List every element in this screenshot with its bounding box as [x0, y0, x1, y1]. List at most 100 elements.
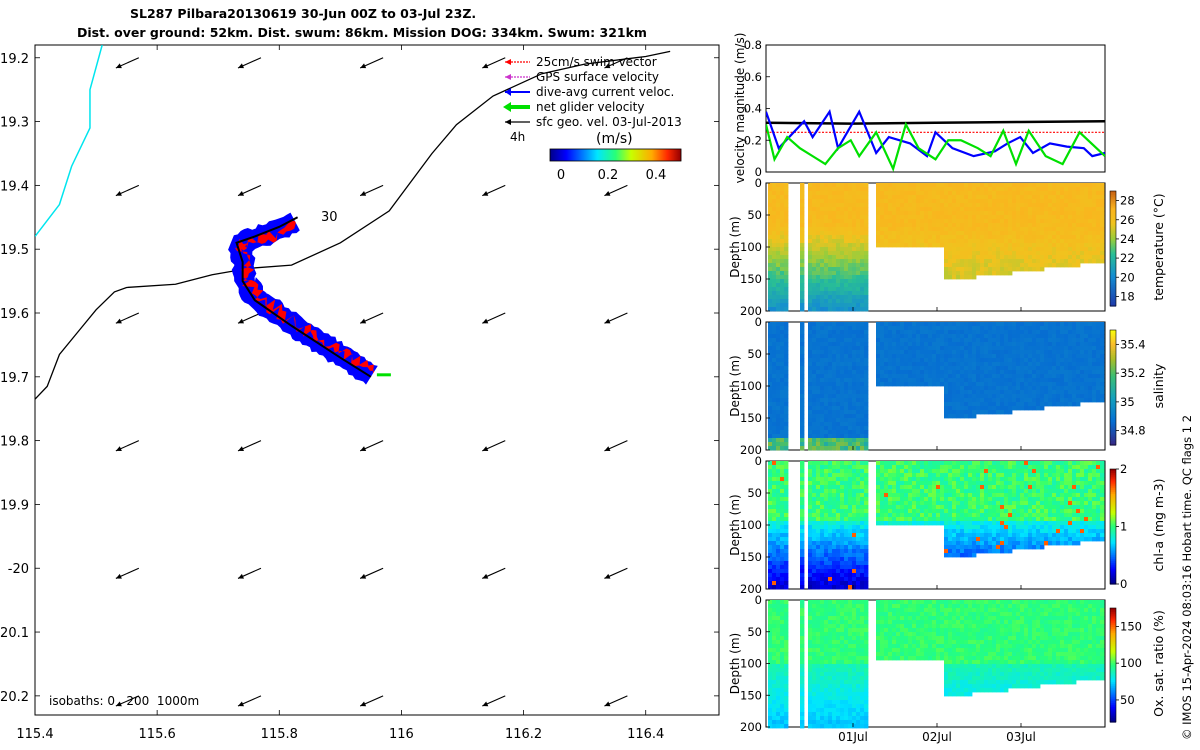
velocity-y-tick-label: 0 — [755, 165, 762, 179]
velocity-series-3 — [766, 121, 1105, 172]
depth-tick-label: 200 — [740, 443, 762, 457]
map-y-tick-label: 19.5 — [0, 243, 29, 258]
oxygen-cbar-tick-label: 150 — [1120, 619, 1142, 633]
chla-cbar-tick-label: 1 — [1120, 520, 1127, 534]
map-y-tick-label: 19.9 — [0, 498, 29, 513]
velocity-ylabel: velocity magnitude (m/s) — [733, 33, 747, 184]
salinity-cbar-tick-label: 35 — [1120, 395, 1135, 409]
legend-sfc: sfc geo. vel. 03-Jul-2013 — [536, 115, 682, 129]
current-arrow-head — [604, 63, 611, 69]
map-x-tick-label: 115.6 — [139, 727, 176, 742]
trajectory-map: 115.4 115.6 115.8 116 116.2 116.4 19.219.319.… — [0, 44, 720, 742]
depth-tick-label: 0 — [755, 454, 762, 468]
current-arrow-head — [604, 573, 611, 579]
current-arrow-head — [482, 446, 489, 452]
legend-swim: 25cm/s swim vector — [536, 55, 657, 69]
depth-tick-label: 150 — [740, 550, 762, 564]
chla-cbar-tick-label: 0 — [1120, 577, 1127, 591]
current-arrow-head — [238, 318, 245, 324]
map-y-tick-label: 19.4 — [0, 179, 29, 194]
depth-tick-label: 0 — [755, 593, 762, 607]
map-legend: 25cm/s swim vector GPS surface velocity … — [503, 55, 682, 183]
current-arrow-head — [604, 191, 611, 196]
current-arrow-head — [238, 191, 245, 196]
date-tick-03jul: 03Jul — [1006, 730, 1036, 744]
colorbar-unit: (m/s) — [596, 131, 633, 147]
current-arrow-head — [238, 573, 245, 579]
salinity-section: 0 50 100 150 200 Depth (m) 35.4 35.2 35 34.8 salin… — [728, 315, 1166, 457]
map-x-tick-label: 116.2 — [505, 727, 542, 742]
current-arrow-head — [115, 63, 122, 69]
oxygen-cbar-label: Ox. sat. ratio (%) — [1151, 610, 1166, 717]
temperature-cbar-tick-label: 28 — [1120, 194, 1135, 208]
salinity-cbar-label: salinity — [1151, 363, 1166, 408]
dive-avg-swath — [228, 212, 378, 385]
track-line — [235, 216, 372, 378]
date-tick-02jul: 02Jul — [922, 730, 952, 744]
current-arrow-head — [360, 191, 367, 196]
depth-tick-label: 100 — [740, 657, 762, 671]
map-x-tick-label: 115.8 — [261, 727, 298, 742]
temperature-cbar-label: temperature (°C) — [1151, 193, 1166, 300]
oxygen-ylabel: Depth (m) — [728, 633, 742, 694]
current-arrow-head — [360, 573, 367, 579]
depth-tick-label: 0 — [755, 176, 762, 190]
current-arrow-head — [115, 446, 122, 452]
map-x-tick-label: 116 — [389, 727, 414, 742]
velocity-axes — [765, 44, 1106, 173]
depth-tick-label: 200 — [740, 304, 762, 318]
credit-text: © IMOS 15-Apr-2024 08:03:16 Hobart time.… — [1180, 414, 1194, 740]
velocity-y-tick-label: 0.6 — [744, 70, 762, 84]
current-arrow-head — [238, 446, 245, 452]
map-y-tick-label: 20.1 — [0, 626, 29, 641]
salinity-cbar-tick-label: 35.2 — [1120, 366, 1146, 380]
current-arrow-head — [238, 701, 245, 707]
legend-net: net glider velocity — [536, 100, 644, 114]
figure-title-line-2: Dist. over ground: 52km. Dist. swum: 86k… — [77, 25, 647, 40]
temperature-section: 0 50 100 150 200 Depth (m) 28 26 24 22 20 18 tempera… — [728, 176, 1166, 318]
current-arrow-head — [360, 701, 367, 707]
depth-tick-label: 100 — [740, 518, 762, 532]
chla-cbar-label: chl-a (mg m-3) — [1151, 479, 1166, 572]
temperature-cbar-tick-label: 24 — [1120, 232, 1135, 246]
current-arrow-head — [360, 63, 367, 69]
depth-tick-label: 200 — [740, 582, 762, 596]
velocity-series-2 — [766, 108, 1105, 158]
salinity-cbar-tick-label: 34.8 — [1120, 424, 1146, 438]
oxygen-cbar-tick-label: 50 — [1120, 693, 1135, 707]
depth-tick-label: 50 — [747, 347, 762, 361]
chla-section: 0 50 100 150 200 Depth (m) 2 1 0 chl-a (mg m-3) — [728, 454, 1166, 596]
current-arrow-head — [604, 701, 611, 707]
map-y-tick-label: 19.2 — [0, 52, 29, 67]
velocity-lines — [766, 108, 1105, 172]
oxygen-cbar-tick-label: 100 — [1120, 656, 1142, 670]
chla-ylabel: Depth (m) — [728, 494, 742, 555]
depth-tick-label: 150 — [740, 272, 762, 286]
glider-track — [228, 212, 391, 385]
velocity-y-tick-label: 0.2 — [744, 133, 762, 147]
map-y-tick-label: 19.7 — [0, 371, 29, 386]
velocity-y-ticks: 0 0.2 0.4 0.6 0.8 — [744, 38, 770, 179]
velocity-panel: 0 0.2 0.4 0.6 0.8 velocity magnitude (m/s) — [733, 33, 1106, 184]
temperature-cbar-tick-label: 20 — [1120, 270, 1135, 284]
current-arrow-head — [482, 191, 489, 196]
temperature-cbar-tick-label: 22 — [1120, 251, 1135, 265]
cbar-tick-02: 0.2 — [598, 168, 619, 183]
current-arrow-head — [360, 318, 367, 324]
temperature-cbar-tick-label: 18 — [1120, 289, 1135, 303]
chla-cbar-tick-label: 2 — [1120, 462, 1127, 476]
current-arrow-head — [482, 318, 489, 324]
map-x-tick-label: 116.4 — [627, 727, 664, 742]
current-arrow-head — [360, 446, 367, 452]
legend-note: 4h — [510, 130, 525, 144]
velocity-y-tick-label: 0.8 — [744, 38, 762, 52]
current-arrow-head — [482, 701, 489, 707]
velocity-y-tick-label: 0.4 — [744, 102, 762, 116]
map-lines — [35, 45, 671, 400]
depth-tick-label: 200 — [740, 720, 762, 734]
map-y-tick-label: 19.6 — [0, 307, 29, 322]
map-x-tick-label: 115.4 — [16, 727, 53, 742]
